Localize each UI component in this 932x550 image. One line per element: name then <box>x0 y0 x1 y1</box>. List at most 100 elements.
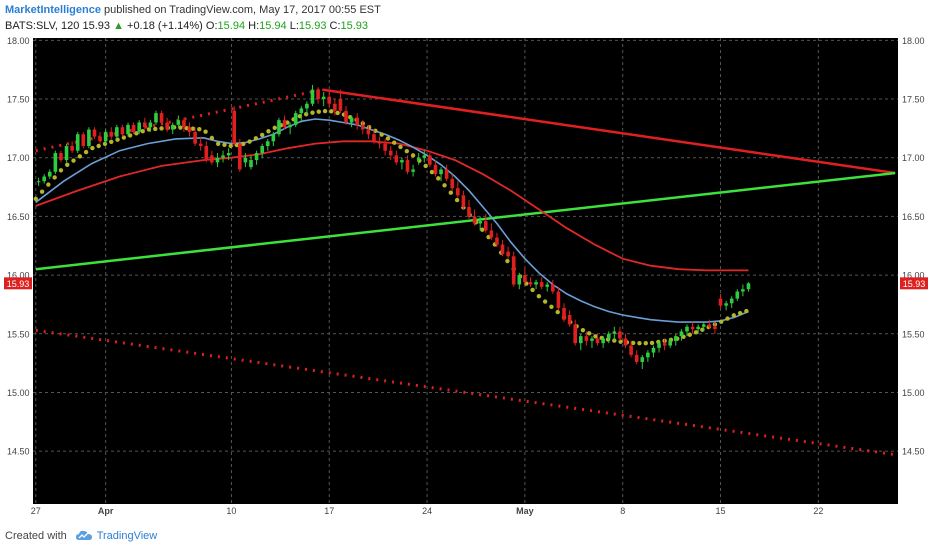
candle-body <box>556 291 561 308</box>
ema-dot <box>542 299 548 304</box>
candle-body <box>523 275 527 283</box>
candle <box>81 131 86 149</box>
candle <box>472 209 477 226</box>
candle-body <box>489 230 494 238</box>
candle-body <box>467 207 471 217</box>
candle <box>646 350 650 362</box>
candle <box>545 282 550 292</box>
candle <box>265 138 270 151</box>
ema-dot <box>398 144 403 150</box>
candle <box>305 101 309 116</box>
y-axis-right: 18.00 17.50 17.00 16.50 16.00 15.50 15.00 14.50 <box>902 36 925 457</box>
ema-dot <box>134 131 139 136</box>
candle <box>115 124 119 139</box>
candle-body <box>154 113 158 123</box>
dotted-trendline <box>35 328 896 457</box>
ema-dot <box>505 258 510 264</box>
x-tick-label: 10 <box>226 506 236 516</box>
ema-dot <box>637 340 642 346</box>
candle-body <box>126 124 130 135</box>
candle <box>182 117 186 132</box>
price-change: +0.18 (+1.14%) <box>127 20 203 32</box>
candle <box>685 324 689 337</box>
candle <box>578 333 583 351</box>
candle-body <box>405 160 410 172</box>
candle <box>59 150 63 163</box>
candle-body <box>377 141 382 144</box>
candle-body <box>551 284 555 292</box>
candle <box>87 127 91 149</box>
candle <box>567 310 572 327</box>
candle-body <box>321 96 326 100</box>
candle <box>467 199 471 219</box>
quote-line: BATS:SLV, 120 15.93 ▲ +0.18 (+1.14%) O:1… <box>5 18 925 34</box>
ema-dot <box>39 189 45 194</box>
candle-body <box>495 237 499 245</box>
candle <box>282 115 287 130</box>
candle-body <box>92 129 97 137</box>
candle <box>511 251 516 287</box>
candle <box>260 143 264 158</box>
ema-dot <box>379 132 384 137</box>
symbol-label: BATS:SLV, 120 <box>5 20 80 32</box>
candle <box>718 293 723 308</box>
x-tick-label: May <box>516 506 534 516</box>
y-tick-label-right: 17.00 <box>902 153 925 163</box>
y-tick-label-left: 16.00 <box>7 271 30 281</box>
price-chart[interactable]: 18.00 17.50 17.00 16.50 16.00 15.50 15.00 14.50… <box>0 36 932 520</box>
candle-body <box>511 256 516 285</box>
ema-dot <box>649 340 655 346</box>
candle-body <box>651 347 656 353</box>
candle <box>288 122 292 135</box>
ema-dot <box>744 308 749 314</box>
ema-dot <box>96 143 101 149</box>
candle-body <box>115 127 119 137</box>
trendline <box>322 88 896 175</box>
candle <box>187 122 192 137</box>
candle-body <box>36 181 41 183</box>
candle-body <box>746 283 751 290</box>
candle <box>495 232 499 247</box>
ema-dot <box>693 330 699 335</box>
ema-dot <box>102 141 108 147</box>
candle-body <box>170 124 175 130</box>
candle-body <box>159 113 164 123</box>
candle-body <box>534 282 538 285</box>
candle-body <box>305 103 309 109</box>
high-value: 15.94 <box>259 20 287 32</box>
candle-body <box>718 298 723 306</box>
candle <box>277 117 281 137</box>
y-tick-label-left: 15.50 <box>7 329 30 339</box>
candle <box>422 150 427 163</box>
ema-dot <box>593 334 598 339</box>
candle <box>500 239 505 257</box>
x-tick-label: 24 <box>422 506 432 516</box>
candle-body <box>500 244 505 254</box>
price-tag-bg <box>4 277 32 290</box>
ema-dot <box>215 141 221 146</box>
candle <box>249 155 253 170</box>
ema-dot <box>209 135 215 141</box>
candle-body <box>696 326 700 330</box>
price-tag-bg <box>900 277 928 290</box>
candle-body <box>42 176 46 182</box>
candle <box>344 106 348 125</box>
ema-dot <box>310 110 315 115</box>
candle <box>601 336 605 348</box>
candle <box>651 345 656 358</box>
candle <box>271 131 276 146</box>
y-tick-label-left: 17.00 <box>7 153 30 163</box>
ema-dot <box>140 129 145 134</box>
author-link[interactable]: MarketIntelligence <box>5 4 101 16</box>
up-arrow-icon: ▲ <box>113 20 124 32</box>
candle-body <box>433 164 438 175</box>
ema-dot <box>272 125 277 130</box>
candle-body <box>735 291 740 299</box>
candle-body <box>81 134 86 146</box>
candle-body <box>277 120 281 135</box>
candle <box>640 354 645 370</box>
candle-body <box>355 117 360 125</box>
candle <box>36 177 41 186</box>
tradingview-link[interactable]: TradingView <box>96 530 158 542</box>
candle-body <box>75 134 80 151</box>
